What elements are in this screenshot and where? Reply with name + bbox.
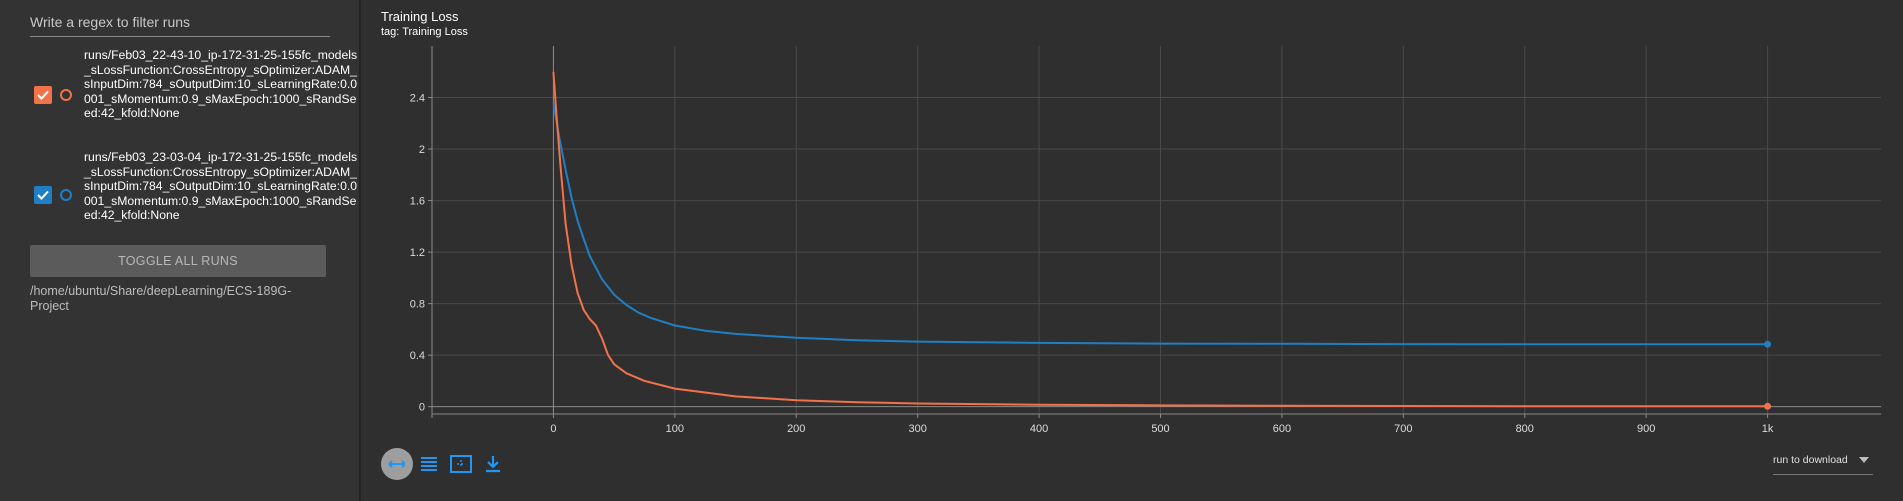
run-to-download-select[interactable]: run to download bbox=[1773, 454, 1873, 475]
download-icon bbox=[486, 456, 500, 473]
y-tick-label: 0.4 bbox=[410, 350, 425, 362]
series-line bbox=[552, 71, 1768, 408]
run-filter-input[interactable] bbox=[30, 10, 330, 37]
x-tick-label: 600 bbox=[1273, 423, 1291, 435]
x-tick-label: 900 bbox=[1637, 423, 1655, 435]
series-line bbox=[552, 102, 1768, 346]
card-title: Training Loss bbox=[381, 9, 459, 24]
checkmark-icon bbox=[37, 190, 49, 200]
run-checkbox[interactable] bbox=[34, 186, 52, 204]
training-loss-chart[interactable]: 0 100 200 300 400 500 600 700 800 900 1k 0 0.4 0.8 1.2… bbox=[361, 40, 1881, 460]
runs-sidebar: runs/Feb03_22-43-10_ip-172-31-25-155fc_m… bbox=[0, 0, 359, 501]
checkmark-icon bbox=[37, 90, 49, 100]
x-tick-label: 1k bbox=[1762, 423, 1774, 435]
x-tick-label: 0 bbox=[550, 423, 556, 435]
expand-icon bbox=[388, 460, 406, 468]
x-tick-label: 800 bbox=[1516, 423, 1534, 435]
y-tick-label: 1.2 bbox=[410, 247, 425, 259]
fit-domain-button[interactable] bbox=[447, 450, 475, 478]
series-endpoint bbox=[1764, 402, 1772, 410]
sidebar-divider bbox=[359, 0, 361, 501]
x-tick-label: 400 bbox=[1030, 423, 1048, 435]
x-tick-label: 100 bbox=[666, 423, 684, 435]
toggle-all-runs-button[interactable]: TOGGLE ALL RUNS bbox=[30, 245, 326, 277]
list-icon bbox=[421, 457, 437, 471]
x-tick-label: 500 bbox=[1151, 423, 1169, 435]
card-tag: tag: Training Loss bbox=[381, 26, 468, 38]
y-tick-label: 0 bbox=[419, 402, 425, 414]
run-to-download-label: run to download bbox=[1773, 454, 1848, 466]
y-tick-label: 2.4 bbox=[410, 93, 425, 105]
run-color-radio[interactable] bbox=[60, 89, 72, 101]
y-tick-label: 2 bbox=[419, 144, 425, 156]
x-tick-label: 300 bbox=[908, 423, 926, 435]
x-tick-label: 700 bbox=[1394, 423, 1412, 435]
fit-domain-icon bbox=[450, 455, 472, 473]
run-filter bbox=[30, 10, 330, 37]
toggle-log-scale-button[interactable] bbox=[415, 450, 443, 478]
run-checkbox[interactable] bbox=[34, 86, 52, 104]
run-label: runs/Feb03_22-43-10_ip-172-31-25-155fc_m… bbox=[84, 48, 358, 121]
run-color-radio[interactable] bbox=[60, 189, 72, 201]
y-tick-label: 0.8 bbox=[410, 299, 425, 311]
chevron-down-icon bbox=[1859, 457, 1869, 463]
run-label: runs/Feb03_23-03-04_ip-172-31-25-155fc_m… bbox=[84, 150, 358, 223]
y-tick-label: 1.6 bbox=[410, 196, 425, 208]
expand-chart-button[interactable] bbox=[381, 448, 413, 480]
run-item: runs/Feb03_23-03-04_ip-172-31-25-155fc_m… bbox=[30, 150, 357, 245]
x-tick-label: 200 bbox=[787, 423, 805, 435]
log-directory: /home/ubuntu/Share/deepLearning/ECS-189G… bbox=[30, 284, 292, 313]
series-endpoint bbox=[1764, 340, 1772, 348]
run-item: runs/Feb03_22-43-10_ip-172-31-25-155fc_m… bbox=[30, 48, 357, 143]
download-button[interactable] bbox=[479, 450, 507, 478]
